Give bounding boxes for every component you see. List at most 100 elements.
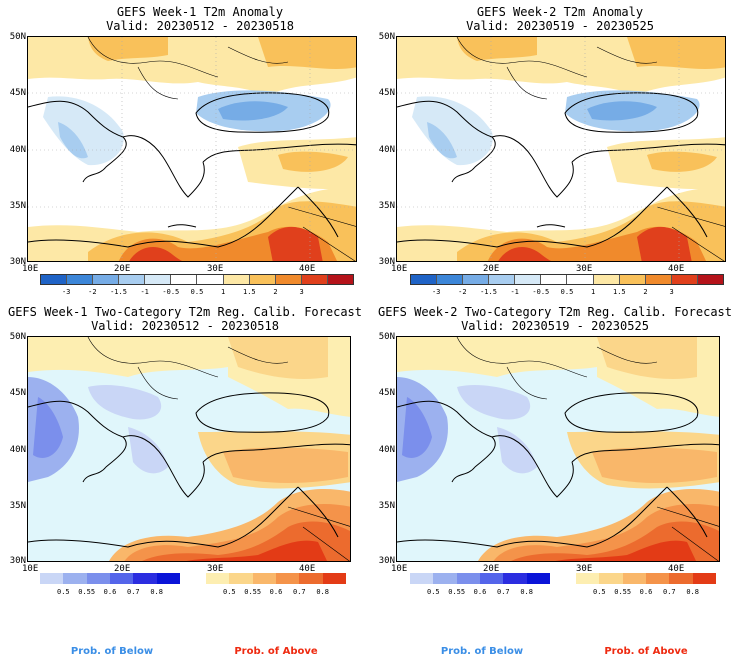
- above-swatch-5: [322, 573, 346, 584]
- anomaly_colorbar-label-7: 1.5: [243, 288, 256, 296]
- panel4-lat-40n: 40N: [378, 445, 395, 455]
- panel4-lat-50n: 50N: [378, 332, 395, 342]
- anomaly-swatch-0: [411, 275, 438, 284]
- below_colorbar-label-1: 0.55: [448, 588, 466, 596]
- above-swatch-2: [622, 573, 646, 584]
- panel2-lat-30n: 30N: [378, 257, 395, 267]
- anomaly-swatch-4: [515, 275, 542, 284]
- below-swatch-0: [40, 573, 64, 584]
- panel2-lat-35n: 35N: [378, 201, 395, 211]
- panel3-above-colorbar: [206, 573, 346, 584]
- panel2-title: GEFS Week-2 T2m Anomaly: [476, 5, 644, 19]
- panel4-lat-30n: 30N: [378, 556, 395, 566]
- panel4-lat-35n: 35N: [378, 501, 395, 511]
- anomaly_colorbar-label-1: -2: [88, 288, 97, 296]
- panel1-lon-10e: 10E: [22, 264, 39, 274]
- below_colorbar-label-3: 0.7: [497, 588, 510, 596]
- below_colorbar-label-4: 0.8: [520, 588, 533, 596]
- panel2-lat-40n: 40N: [378, 145, 395, 155]
- anomaly-swatch-9: [275, 275, 302, 284]
- panel1-lat-35n: 35N: [9, 201, 26, 211]
- panel3-lon-20e: 20E: [114, 564, 131, 574]
- panel3-title: GEFS Week-1 Two-Category T2m Reg. Calib.…: [7, 305, 362, 319]
- panel4-below-caption: Prob. of Below: [440, 646, 524, 657]
- above_colorbar-label-2: 0.6: [269, 588, 283, 596]
- panel4-lon-10e: 10E: [391, 564, 408, 574]
- above-swatch-5: [692, 573, 716, 584]
- panel4-below-colorbar: [410, 573, 550, 584]
- panel4-lon-30e: 30E: [576, 564, 593, 574]
- below-swatch-2: [456, 573, 480, 584]
- above-swatch-1: [229, 573, 253, 584]
- anomaly-swatch-10: [301, 275, 328, 284]
- above-swatch-0: [206, 573, 230, 584]
- above-swatch-2: [252, 573, 276, 584]
- panel3-lat-30n: 30N: [9, 556, 26, 566]
- panel3-lat-45n: 45N: [9, 388, 26, 398]
- panel3-lon-30e: 30E: [207, 564, 224, 574]
- anomaly_colorbar-label-4: -0.5: [532, 288, 550, 296]
- anomaly-swatch-6: [567, 275, 594, 284]
- below-swatch-2: [86, 573, 110, 584]
- below_colorbar-label-1: 0.55: [78, 588, 96, 596]
- anomaly_colorbar-label-8: 2: [643, 288, 648, 296]
- panel3-valid: Valid: 20230512 - 20230518: [91, 319, 279, 333]
- anomaly-swatch-3: [489, 275, 516, 284]
- above_colorbar-label-0: 0.5: [223, 588, 236, 596]
- anomaly_colorbar-label-6: 1: [221, 288, 226, 296]
- anomaly_colorbar-label-1: -2: [458, 288, 467, 296]
- panel3-above-caption: Prob. of Above: [234, 646, 318, 657]
- panel3-probability-map: [27, 336, 351, 562]
- above-swatch-4: [669, 573, 693, 584]
- panel3-lat-50n: 50N: [9, 332, 26, 342]
- anomaly-swatch-2: [93, 275, 120, 284]
- above_colorbar-label-1: 0.55: [614, 588, 632, 596]
- panel2-lon-20e: 20E: [483, 264, 500, 274]
- below-swatch-4: [133, 573, 157, 584]
- anomaly-swatch-5: [171, 275, 198, 284]
- anomaly-swatch-8: [249, 275, 276, 284]
- anomaly-swatch-10: [671, 275, 698, 284]
- above_colorbar-label-4: 0.8: [316, 588, 329, 596]
- below_colorbar-label-2: 0.6: [473, 588, 487, 596]
- panel4-lat-45n: 45N: [378, 388, 395, 398]
- panel4-above-caption: Prob. of Above: [604, 646, 688, 657]
- panel3-below-caption: Prob. of Below: [70, 646, 154, 657]
- below_colorbar-label-3: 0.7: [127, 588, 140, 596]
- below-swatch-3: [479, 573, 504, 584]
- anomaly-swatch-7: [593, 275, 620, 284]
- above_colorbar-label-1: 0.55: [244, 588, 262, 596]
- anomaly_colorbar-label-9: 3: [669, 288, 674, 296]
- panel2-valid: Valid: 20230519 - 20230525: [466, 19, 654, 33]
- below_colorbar-label-2: 0.6: [103, 588, 117, 596]
- below-swatch-1: [63, 573, 87, 584]
- below-swatch-5: [526, 573, 550, 584]
- anomaly-swatch-9: [645, 275, 672, 284]
- anomaly-swatch-6: [197, 275, 224, 284]
- anomaly-swatch-11: [697, 275, 723, 284]
- above-swatch-3: [275, 573, 300, 584]
- anomaly-swatch-8: [619, 275, 646, 284]
- below-swatch-5: [156, 573, 180, 584]
- panel2-lon-40e: 40E: [668, 264, 685, 274]
- below_colorbar-label-0: 0.5: [57, 588, 70, 596]
- panel1-anomaly-colorbar: [40, 274, 354, 285]
- panel3-lat-40n: 40N: [9, 445, 26, 455]
- panel2-lon-30e: 30E: [576, 264, 593, 274]
- anomaly_colorbar-label-3: -1: [510, 288, 519, 296]
- panel1-lat-40n: 40N: [9, 145, 26, 155]
- anomaly_colorbar-label-3: -1: [140, 288, 149, 296]
- anomaly-swatch-3: [119, 275, 146, 284]
- panel2-lat-50n: 50N: [378, 32, 395, 42]
- above_colorbar-label-3: 0.7: [663, 588, 676, 596]
- anomaly-swatch-4: [145, 275, 172, 284]
- panel1-title: GEFS Week-1 T2m Anomaly: [116, 5, 284, 19]
- anomaly_colorbar-label-7: 1.5: [613, 288, 626, 296]
- panel3-lat-35n: 35N: [9, 501, 26, 511]
- anomaly_colorbar-label-4: -0.5: [162, 288, 180, 296]
- anomaly_colorbar-label-8: 2: [273, 288, 278, 296]
- above-swatch-1: [599, 573, 623, 584]
- panel1-lon-30e: 30E: [207, 264, 224, 274]
- panel1-anomaly-map: [27, 36, 357, 262]
- panel4-lon-20e: 20E: [483, 564, 500, 574]
